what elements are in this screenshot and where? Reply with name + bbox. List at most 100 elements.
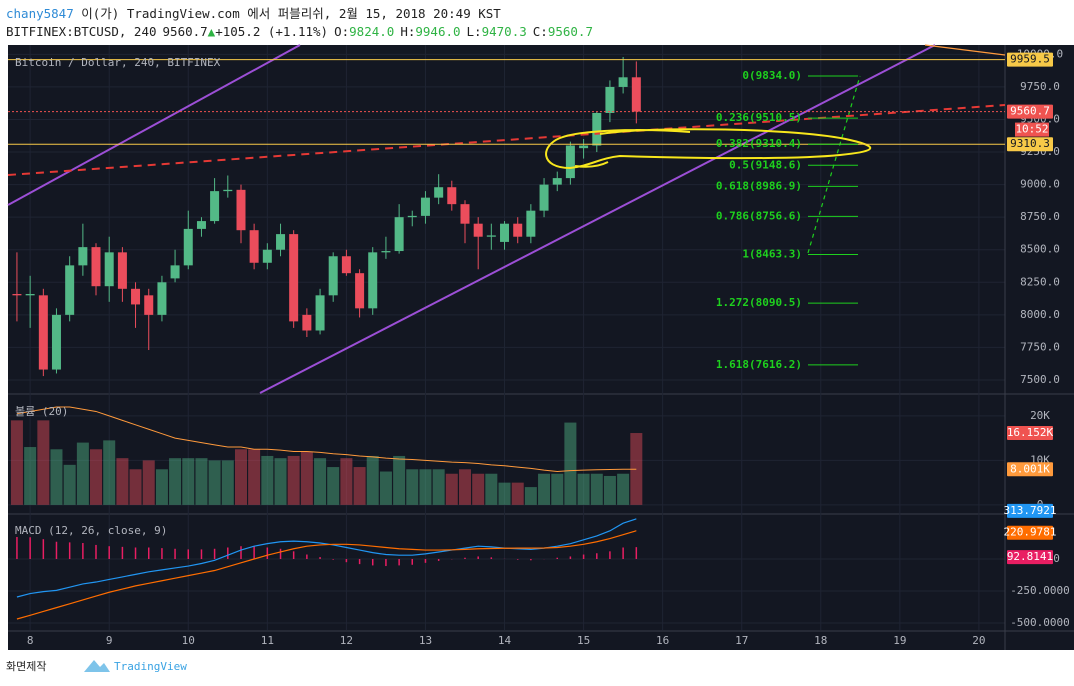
candle-body — [539, 184, 549, 211]
volume-bar — [314, 458, 327, 505]
candle-body — [394, 217, 404, 252]
volume-bar — [419, 469, 432, 505]
candle-body — [78, 247, 88, 266]
fib-label: 0(9834.0) — [742, 69, 802, 82]
macd-line — [16, 530, 637, 620]
up-arrow: ▲ — [208, 24, 216, 39]
footer-brand[interactable]: TradingView — [114, 660, 187, 673]
ohlc-key: O: — [334, 24, 349, 39]
highlight-drawing — [574, 161, 609, 168]
price-tag — [1007, 137, 1053, 152]
volume-bar — [393, 455, 406, 505]
candle-body — [91, 247, 101, 287]
x-tick-label: 15 — [577, 634, 590, 647]
volume-bar — [603, 475, 616, 505]
volume-bar — [406, 469, 419, 505]
volume-bar — [221, 460, 234, 505]
y-tick-label: 20K — [1030, 409, 1050, 422]
candle-body — [447, 187, 457, 205]
fib-trend — [807, 75, 861, 254]
volume-bar — [353, 467, 366, 505]
candle-body — [223, 189, 233, 192]
candle-body — [368, 252, 378, 309]
volume-bar — [155, 469, 168, 505]
volume-bar — [340, 458, 353, 505]
volume-bar — [287, 455, 300, 505]
candle-body — [51, 314, 61, 370]
ohlc-value: 9824.0 — [349, 24, 394, 39]
fib-label: 0.236(9510.5) — [716, 111, 802, 124]
countdown-tag — [1015, 122, 1049, 137]
candle-body — [38, 295, 48, 370]
volume-bar — [366, 455, 379, 505]
candle-body — [526, 210, 536, 237]
x-tick-label: 10 — [182, 634, 195, 647]
volume-bar — [169, 458, 182, 505]
fib-label: 1(8463.3) — [742, 248, 802, 261]
volume-bar — [195, 458, 208, 505]
x-tick-label: 11 — [261, 634, 274, 647]
trend-line — [924, 44, 1006, 56]
candle-body — [486, 235, 496, 237]
candle-body — [434, 187, 444, 198]
channel-line — [7, 44, 301, 206]
x-tick-label: 13 — [419, 634, 432, 647]
candle-body — [618, 77, 628, 87]
volume-bar — [129, 469, 142, 505]
candle-body — [302, 314, 312, 331]
candle-body — [131, 288, 141, 305]
symbol: BITFINEX:BTCUSD, 240 — [6, 24, 157, 39]
x-tick-label: 19 — [893, 634, 906, 647]
volume-ma — [16, 406, 637, 473]
symbol-line: BITFINEX:BTCUSD, 240 9560.7▲+105.2 (+1.11… — [6, 24, 593, 39]
user[interactable]: chany5847 — [6, 6, 74, 21]
volume-bar — [379, 471, 392, 505]
volume-bar — [300, 451, 313, 505]
fib-label: 0.382(9310.4) — [716, 137, 802, 150]
y-tick-label: 9000.0 — [1020, 178, 1060, 191]
price-tag-label: 9959.5 — [1010, 53, 1050, 66]
candle-body — [25, 294, 35, 296]
x-tick-label: 16 — [656, 634, 669, 647]
countdown-label: 10:52 — [1015, 123, 1048, 136]
candle-body — [276, 234, 286, 250]
volume-bar — [551, 473, 564, 505]
candle-body — [315, 295, 325, 331]
trend-line — [7, 104, 1006, 176]
price-tag — [1007, 104, 1053, 119]
candle-body — [117, 252, 127, 289]
price-tag — [1007, 550, 1053, 565]
ohlc-value: 9470.3 — [482, 24, 527, 39]
published: 이(가) TradingView.com 에서 퍼블리쉬, 2월 15, 201… — [74, 6, 502, 21]
ohlc-value: 9560.7 — [548, 24, 593, 39]
volume-bar — [248, 449, 261, 505]
y-tick-label: -500.0000 — [1010, 616, 1070, 629]
candle-body — [565, 145, 575, 179]
candle-body — [605, 86, 615, 113]
volume-bar — [89, 449, 102, 505]
price-tag — [1007, 503, 1053, 518]
volume-bar — [432, 469, 445, 505]
volume-bar — [511, 482, 524, 505]
candle-body — [552, 178, 562, 185]
candle-body — [65, 265, 75, 315]
volume-bar — [590, 473, 603, 505]
x-tick-label: 14 — [498, 634, 512, 647]
price-tag-label: 92.8141 — [1007, 550, 1053, 563]
volume-bar — [524, 487, 537, 505]
candle-body — [289, 234, 299, 322]
x-tick-label: 9 — [106, 634, 113, 647]
y-tick-label: -250.0000 — [1010, 584, 1070, 597]
x-tick-label: 20 — [972, 634, 985, 647]
price-tag-label: 313.7921 — [1004, 504, 1057, 517]
volume-bar — [103, 440, 116, 505]
candle-body — [104, 252, 114, 287]
ohlc-key: C: — [533, 24, 548, 39]
price-tag — [1007, 525, 1053, 540]
candle-body — [196, 221, 206, 229]
candle-body — [249, 230, 259, 263]
x-tick-label: 17 — [735, 634, 748, 647]
candle-body — [157, 282, 167, 315]
price-tag — [1007, 462, 1053, 477]
candle-body — [500, 223, 510, 242]
